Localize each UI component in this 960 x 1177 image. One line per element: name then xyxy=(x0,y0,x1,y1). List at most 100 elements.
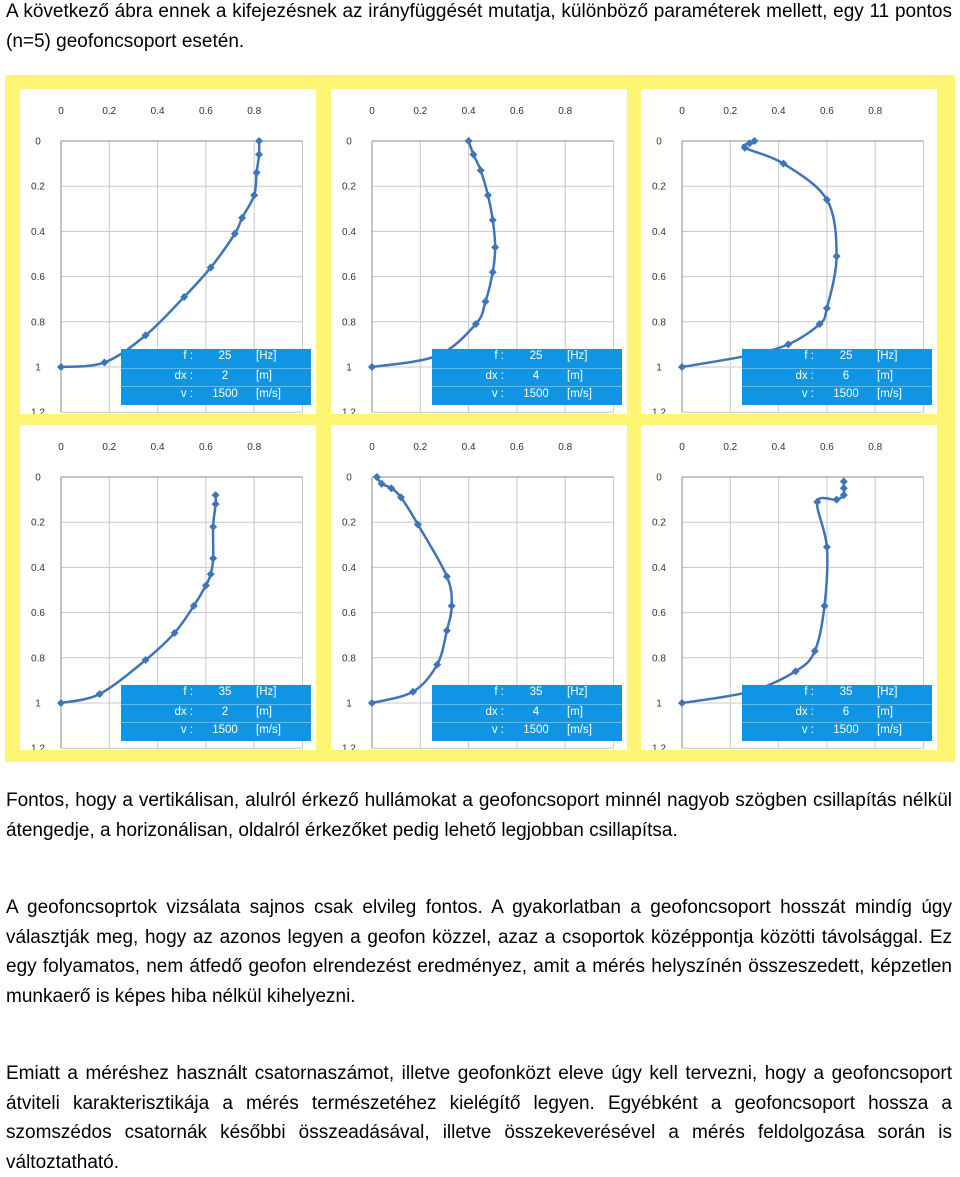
parameter-label: v : xyxy=(491,388,504,401)
series-point xyxy=(832,495,841,504)
series-line xyxy=(60,495,217,705)
parameter-label: dx : xyxy=(174,369,193,382)
x-tick-label: 0.6 xyxy=(820,106,834,117)
parameter-label: f : xyxy=(183,350,193,362)
y-tick-label: 0.8 xyxy=(652,653,666,664)
parameter-unit: [Hz] xyxy=(877,686,898,698)
paragraph-1: Fontos, hogy a vertikálisan, alulról érk… xyxy=(6,790,952,841)
parameter-unit: [m] xyxy=(256,369,272,382)
series-point xyxy=(413,520,422,529)
parameter-table: f : 35 [Hz] dx : 4 [m] v : 1500 [m/s] xyxy=(432,685,622,741)
y-tick-label: 1 xyxy=(656,363,662,374)
series-point xyxy=(471,320,480,329)
y-tick-label: 1 xyxy=(35,363,41,374)
series-line xyxy=(371,476,453,705)
y-tick-label: 0.2 xyxy=(342,518,356,529)
parameter-unit: [m/s] xyxy=(256,388,281,401)
y-tick-label: 0.8 xyxy=(652,317,666,328)
y-tick-label: 0 xyxy=(35,137,41,148)
series-point xyxy=(211,500,220,509)
x-tick-label: 0.8 xyxy=(558,106,572,117)
parameter-row: f : 35 [Hz] xyxy=(742,685,932,703)
series-point xyxy=(57,699,65,707)
series-point xyxy=(779,159,788,168)
x-tick-label: 0.6 xyxy=(510,442,524,453)
series-point xyxy=(815,320,824,329)
parameter-row: dx : 4 [m] xyxy=(432,367,622,387)
x-tick-label: 0.8 xyxy=(247,442,261,453)
parameter-row: dx : 2 [m] xyxy=(121,703,311,723)
series-point xyxy=(784,340,793,349)
parameter-row: f : 35 [Hz] xyxy=(121,685,311,703)
parameter-unit: [Hz] xyxy=(256,686,277,698)
parameter-row: f : 35 [Hz] xyxy=(432,685,622,703)
parameter-row: f : 25 [Hz] xyxy=(742,349,932,367)
chart-panel: 0 0.2 0.4 0.6 0.8 0 0.2 0.4 0.6 0.8 1 1.2 f : 35 [Hz] d… xyxy=(20,425,316,750)
x-tick-label: 0.6 xyxy=(199,106,213,117)
series-point xyxy=(820,601,829,610)
parameter-table: f : 25 [Hz] dx : 4 [m] v : 1500 [m/s] xyxy=(432,349,622,405)
parameter-value: 6 xyxy=(842,705,850,718)
parameter-value: 1500 xyxy=(833,724,859,737)
parameter-value: 35 xyxy=(529,686,543,698)
y-tick-label: 0.4 xyxy=(652,227,666,238)
parameter-value: 1500 xyxy=(523,724,549,737)
parameter-row: v : 1500 [m/s] xyxy=(432,722,622,741)
series-point xyxy=(447,601,456,610)
series-point xyxy=(209,522,218,531)
parameter-row: f : 25 [Hz] xyxy=(432,349,622,367)
parameter-table: f : 25 [Hz] dx : 6 [m] v : 1500 [m/s] xyxy=(742,349,932,405)
y-tick-label: 0 xyxy=(35,473,41,484)
y-tick-label: 0.2 xyxy=(652,182,666,193)
y-tick-label: 0.4 xyxy=(31,563,45,574)
parameter-value: 2 xyxy=(221,705,229,718)
parameter-value: 35 xyxy=(839,686,853,698)
series-point xyxy=(822,543,831,552)
x-tick-label: 0.6 xyxy=(510,106,524,117)
series-line xyxy=(371,140,497,369)
parameter-unit: [m/s] xyxy=(256,724,281,737)
x-tick-label: 0.2 xyxy=(723,442,737,453)
y-tick-label: 0.6 xyxy=(652,608,666,619)
parameter-value: 2 xyxy=(221,369,229,382)
parameter-row: dx : 6 [m] xyxy=(742,367,932,387)
parameter-unit: [Hz] xyxy=(567,686,588,698)
series-point xyxy=(180,292,189,301)
series-point xyxy=(839,491,848,500)
parameter-label: dx : xyxy=(485,369,504,382)
x-tick-label: 0.8 xyxy=(868,106,882,117)
y-tick-label: 0 xyxy=(656,137,662,148)
parameter-unit: [m/s] xyxy=(877,388,902,401)
parameter-label: dx : xyxy=(485,705,504,718)
directivity-figure: 0 0.2 0.4 0.6 0.8 0 0.2 0.4 0.6 0.8 1 1.2 f : 25 [Hz] d… xyxy=(5,75,955,762)
series-point xyxy=(396,493,405,502)
parameter-value: 1500 xyxy=(523,388,549,401)
parameter-value: 35 xyxy=(218,686,232,698)
chart-panel: 0 0.2 0.4 0.6 0.8 0 0.2 0.4 0.6 0.8 1 1.2 f : 25 [Hz] d… xyxy=(641,89,937,414)
y-tick-label: 0 xyxy=(656,473,662,484)
y-tick-label: 0.8 xyxy=(31,317,45,328)
parameter-value: 25 xyxy=(839,350,853,362)
parameter-unit: [m] xyxy=(567,369,583,382)
parameter-unit: [m] xyxy=(256,705,272,718)
series-point xyxy=(678,699,686,707)
y-tick-label: 0.4 xyxy=(342,563,356,574)
x-tick-label: 0.2 xyxy=(102,106,116,117)
parameter-unit: [Hz] xyxy=(256,350,277,362)
series-point xyxy=(170,628,179,637)
y-tick-label: 0.4 xyxy=(31,227,45,238)
series-point xyxy=(476,166,485,175)
parameter-row: dx : 6 [m] xyxy=(742,703,932,723)
parameter-unit: [m/s] xyxy=(567,388,592,401)
series-point xyxy=(238,213,247,222)
series-point xyxy=(433,660,442,669)
y-tick-label: 0.2 xyxy=(31,518,45,529)
parameter-label: v : xyxy=(180,388,193,401)
series-point xyxy=(368,363,376,371)
y-tick-label: 0.8 xyxy=(342,653,356,664)
series-point xyxy=(211,491,220,500)
series-point xyxy=(255,137,264,145)
parameter-label: v : xyxy=(180,724,193,737)
x-tick-label: 0.4 xyxy=(772,442,786,453)
x-tick-label: 0.4 xyxy=(462,106,476,117)
